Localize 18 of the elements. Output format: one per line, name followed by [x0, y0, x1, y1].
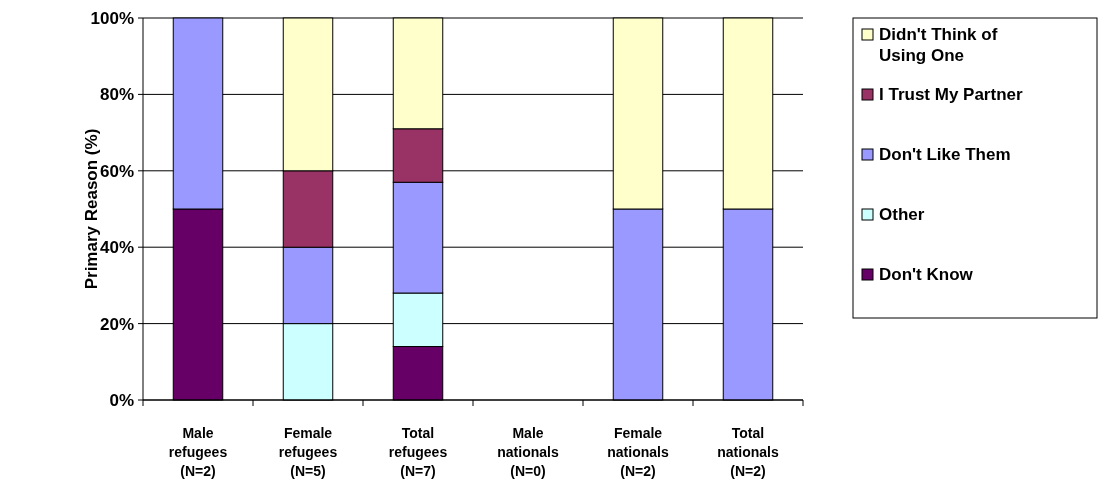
y-tick-label: 80%: [99, 85, 134, 105]
x-tick-label: Female refugees (N=5): [278, 425, 338, 479]
y-tick-label: 20%: [99, 314, 134, 334]
legend-label: Didn't Think of Using One: [879, 25, 998, 65]
y-tick-label: 60%: [99, 161, 134, 181]
y-tick-label: 40%: [99, 238, 134, 258]
legend-label: Don't Know: [879, 265, 974, 284]
x-tick-label: Female nationals (N=2): [607, 425, 669, 479]
y-axis-title: Primary Reason (%): [82, 128, 101, 290]
y-tick-label: 0%: [109, 391, 134, 410]
x-tick-label: Total nationals (N=2): [717, 425, 779, 479]
legend-label: Don't Like Them: [879, 145, 1011, 164]
x-tick-label: Male nationals (N=0): [497, 425, 559, 479]
legend-label: Other: [879, 205, 925, 224]
y-tick-label: 100%: [90, 9, 134, 28]
legend-label: I Trust My Partner: [879, 85, 1023, 104]
x-tick-label: Male refugees (N=2): [168, 425, 228, 479]
x-tick-label: Total refugees (N=7): [388, 425, 448, 479]
